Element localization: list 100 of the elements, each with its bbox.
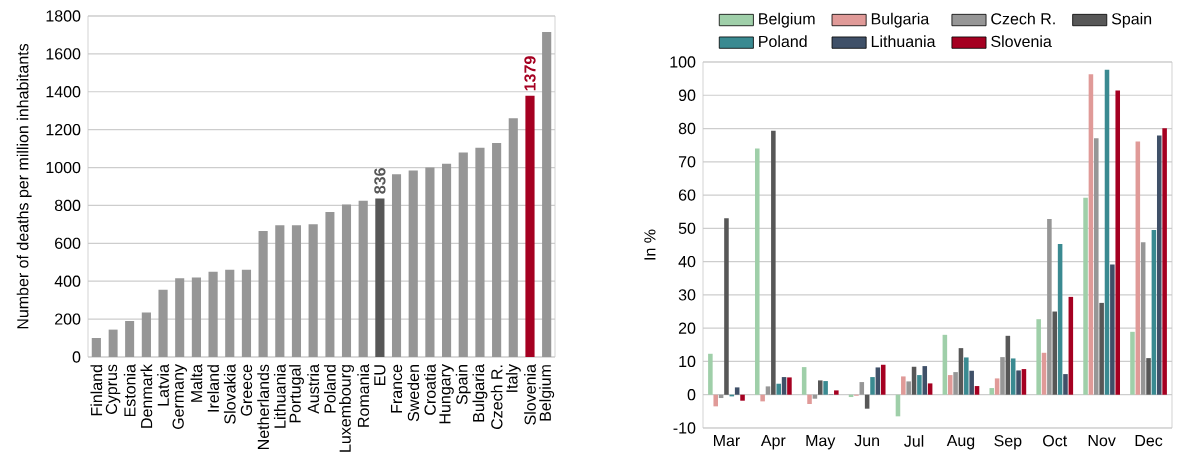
bar <box>917 375 922 395</box>
y-tick-label: 1200 <box>46 124 81 136</box>
y-tick-label: 30 <box>678 289 696 301</box>
x-tick-label: Latvia <box>157 364 169 406</box>
bar <box>974 386 980 395</box>
y-tick-label: 600 <box>55 237 81 249</box>
bar <box>875 367 881 395</box>
bar <box>927 383 933 395</box>
bar <box>191 277 202 357</box>
x-tick-label: May <box>806 435 836 450</box>
bar <box>375 198 385 357</box>
bar <box>740 394 745 401</box>
bar <box>1016 370 1021 395</box>
bar <box>1099 302 1104 395</box>
bar <box>358 200 368 357</box>
y-tick-label: 10 <box>679 355 696 368</box>
bar <box>922 366 928 395</box>
x-tick-label: Jun <box>854 435 880 447</box>
y-tick-label: 1000 <box>46 161 81 174</box>
bar <box>880 364 886 395</box>
bar <box>525 95 535 357</box>
y-tick-label: 800 <box>54 199 81 212</box>
y-tick-label: 1400 <box>46 86 81 98</box>
bar <box>1130 331 1135 395</box>
bar <box>1036 319 1041 395</box>
bar <box>734 387 740 395</box>
bar <box>724 218 729 395</box>
bar <box>125 320 135 357</box>
x-tick-label: Czech R. <box>490 365 503 430</box>
y-tick-label: 200 <box>55 313 81 325</box>
bar <box>964 357 969 395</box>
x-tick-label: Jul <box>904 435 924 447</box>
bar <box>771 130 776 395</box>
legend-label: Belgium <box>759 12 815 28</box>
x-tick-label: Apr <box>760 435 786 450</box>
x-tick-label: Sep <box>994 435 1022 450</box>
x-tick-label: Luxembourg <box>339 365 354 452</box>
x-tick-label: Estonia <box>123 364 136 417</box>
y-tick-label: 0 <box>72 351 81 363</box>
y-tick-label: 1600 <box>46 48 81 60</box>
x-tick-label: Oct <box>1043 435 1068 447</box>
bar <box>969 370 974 395</box>
legend-label: Lithuania <box>871 35 936 48</box>
bar <box>823 381 828 395</box>
bar <box>542 32 552 357</box>
x-tick-label: Netherlands <box>257 364 270 450</box>
x-tick-label: Dec <box>1135 435 1163 447</box>
bar <box>708 353 713 395</box>
x-tick-label: Denmark <box>140 364 153 428</box>
x-tick-label: Slovenia <box>524 364 536 425</box>
bar <box>442 163 452 357</box>
bar <box>475 147 485 357</box>
y-tick-label: 80 <box>678 122 696 135</box>
y-tick-label: -10 <box>673 422 696 434</box>
y-tick-label: 40 <box>678 255 696 268</box>
y-tick-label: 400 <box>54 275 81 287</box>
bar <box>1162 128 1167 395</box>
bar <box>258 231 268 357</box>
x-tick-label: Slovakia <box>223 364 236 424</box>
bar <box>989 388 995 395</box>
bar <box>492 142 502 357</box>
bar <box>1110 264 1115 395</box>
bar <box>817 380 823 395</box>
bar <box>341 204 352 357</box>
legend-label: Poland <box>759 35 807 48</box>
bar <box>754 148 760 395</box>
bar <box>1063 374 1068 395</box>
x-tick-label: Sweden <box>407 365 420 422</box>
y-tick-label: 20 <box>678 322 696 334</box>
legend-label: Bulgaria <box>871 12 930 28</box>
x-tick-label: Poland <box>323 365 336 413</box>
x-tick-label: Finland <box>90 365 103 416</box>
x-tick-label: Austria <box>307 364 320 414</box>
bar <box>834 390 839 395</box>
bar <box>291 225 302 357</box>
bar <box>175 278 185 357</box>
bar <box>1083 197 1088 395</box>
x-tick-label: EU <box>374 365 386 385</box>
bar <box>901 376 906 395</box>
bar <box>787 377 792 395</box>
bar <box>1156 135 1162 395</box>
x-tick-label: Lithuania <box>273 364 286 428</box>
x-tick-label: Nov <box>1088 435 1116 447</box>
bar <box>1146 358 1151 395</box>
bar <box>859 382 865 395</box>
bar <box>308 224 318 357</box>
x-tick-label: Hungary <box>439 364 454 424</box>
y-axis-title: Number of deaths per million inhabitants <box>16 43 32 329</box>
bar <box>1052 311 1058 395</box>
bar <box>713 394 719 407</box>
y-tick-label: 90 <box>678 89 696 101</box>
x-tick-label: Germany <box>172 364 187 430</box>
bar <box>953 372 958 395</box>
y-tick-label: 60 <box>678 189 696 201</box>
y-tick-label: 100 <box>670 56 696 68</box>
bar <box>458 152 468 357</box>
legend-label: Slovenia <box>991 35 1052 48</box>
bar <box>225 269 235 357</box>
bar <box>776 383 781 395</box>
x-tick-label: Malta <box>190 364 203 402</box>
